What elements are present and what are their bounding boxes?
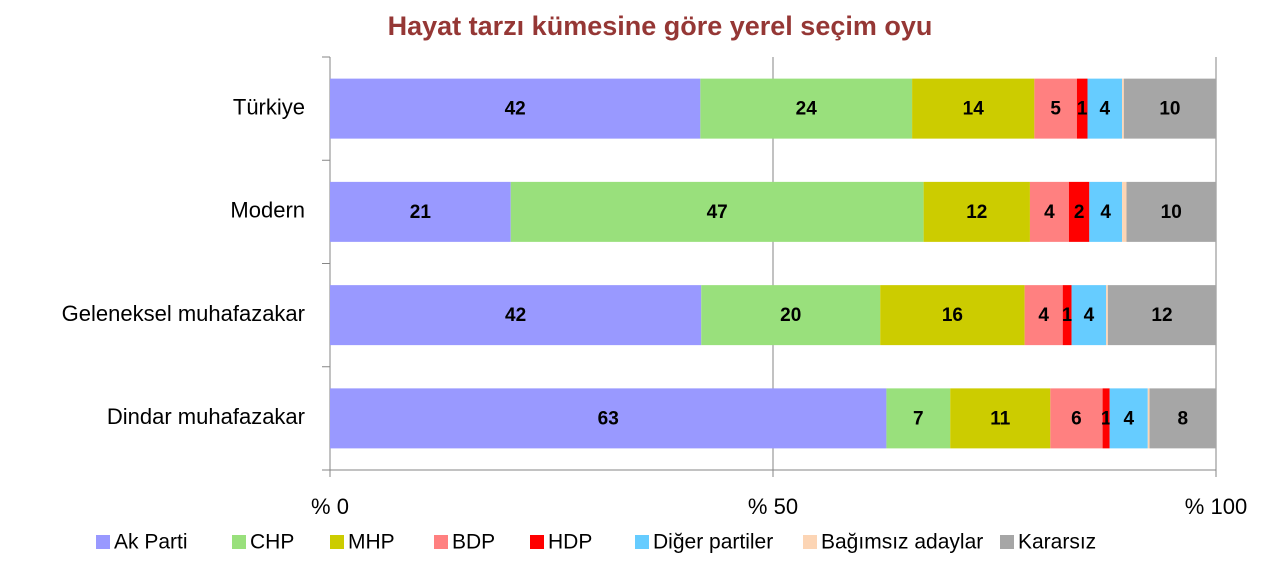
- data-label: 8: [1177, 408, 1188, 429]
- data-label: 1: [1077, 99, 1088, 120]
- data-label: 4: [1044, 202, 1055, 223]
- legend-label: MHP: [348, 531, 395, 554]
- bar-segment: [1034, 78, 1077, 139]
- data-label: 42: [505, 99, 526, 120]
- legend-swatch: [635, 535, 649, 549]
- legend-swatch: [803, 535, 817, 549]
- bar-segment: [1122, 181, 1127, 242]
- data-label: 16: [942, 305, 963, 326]
- data-label: 5: [1050, 99, 1061, 120]
- legend-label: Ak Parti: [114, 531, 188, 554]
- data-label: 10: [1161, 202, 1182, 223]
- y-tick-label: Modern: [230, 198, 305, 223]
- y-tick-label: Geleneksel muhafazakar: [62, 301, 305, 326]
- bar-segment: [912, 78, 1035, 139]
- bar-segment: [923, 181, 1030, 242]
- bar-segment: [1122, 78, 1124, 139]
- bar-segment: [330, 388, 887, 449]
- legend-swatch: [330, 535, 344, 549]
- bar-segment: [330, 78, 701, 139]
- data-label: 7: [913, 408, 924, 429]
- bar-segment: [880, 285, 1025, 346]
- data-label: 4: [1100, 99, 1111, 120]
- data-label: 47: [707, 202, 728, 223]
- x-tick-label: % 50: [748, 494, 798, 519]
- bar-segment: [950, 388, 1051, 449]
- data-label: 6: [1071, 408, 1082, 429]
- bar-segment: [330, 181, 511, 242]
- legend-swatch: [530, 535, 544, 549]
- data-label: 11: [990, 408, 1011, 429]
- bar-segment: [510, 181, 924, 242]
- bar-segment: [1087, 78, 1123, 139]
- legend-label: Kararsız: [1018, 531, 1096, 554]
- data-label: 24: [796, 99, 818, 120]
- data-label: 42: [505, 305, 526, 326]
- y-tick-label: Türkiye: [233, 94, 305, 119]
- data-label: 63: [598, 408, 619, 429]
- x-tick-label: % 100: [1185, 494, 1247, 519]
- data-label: 21: [410, 202, 432, 223]
- legend-swatch: [434, 535, 448, 549]
- bar-segment: [1089, 181, 1123, 242]
- legend-label: Bağımsız adaylar: [821, 531, 983, 554]
- data-label: 20: [780, 305, 801, 326]
- legend-label: HDP: [548, 531, 592, 554]
- data-label: 4: [1038, 305, 1049, 326]
- bar-segment: [1109, 388, 1148, 449]
- legend-label: BDP: [452, 531, 495, 554]
- bar-segment: [886, 388, 951, 449]
- bar-segment: [701, 285, 881, 346]
- data-label: 12: [966, 202, 987, 223]
- data-label: 2: [1074, 202, 1085, 223]
- bar-segment: [1071, 285, 1107, 346]
- data-label: 14: [963, 99, 985, 120]
- bar-segment: [1149, 388, 1216, 449]
- bar-segment: [1126, 181, 1216, 242]
- bar-segment: [700, 78, 913, 139]
- bar-segment: [1024, 285, 1063, 346]
- bar-segment: [1106, 285, 1108, 346]
- data-label: 1: [1101, 408, 1112, 429]
- data-label: 12: [1151, 305, 1172, 326]
- data-label: 4: [1084, 305, 1095, 326]
- bar-segment: [1147, 388, 1150, 449]
- bar-segment: [1102, 388, 1110, 449]
- data-label: 10: [1159, 99, 1180, 120]
- data-label: 4: [1123, 408, 1134, 429]
- data-label: 1: [1062, 305, 1073, 326]
- bar-segment: [1123, 78, 1216, 139]
- bar-segment: [1107, 285, 1216, 346]
- bar-segment: [1029, 181, 1069, 242]
- legend-swatch: [1000, 535, 1014, 549]
- bar-segment: [1050, 388, 1103, 449]
- bar-segment: [1076, 78, 1088, 139]
- legend-label: Diğer partiler: [653, 531, 773, 554]
- x-tick-label: % 0: [311, 494, 349, 519]
- chart-title: Hayat tarzı kümesine göre yerel seçim oy…: [388, 11, 933, 41]
- legend-swatch: [232, 535, 246, 549]
- bar-segment: [1062, 285, 1072, 346]
- bar-segment: [1068, 181, 1090, 242]
- legend-swatch: [96, 535, 110, 549]
- y-tick-label: Dindar muhafazakar: [107, 404, 305, 429]
- data-label: 4: [1100, 202, 1111, 223]
- legend-label: CHP: [250, 531, 294, 554]
- bar-segment: [330, 285, 702, 346]
